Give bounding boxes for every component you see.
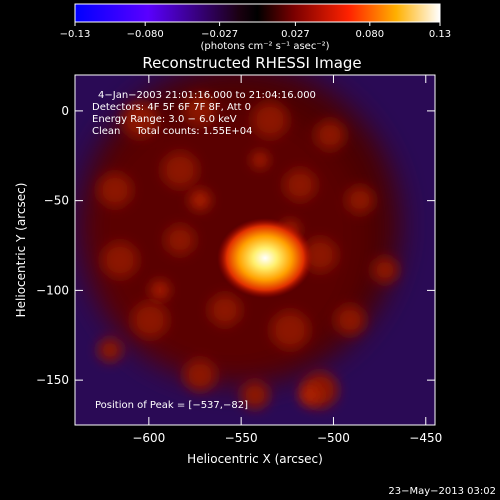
colorbar-ticks: −0.13 −0.080 −0.027 0.027 0.080 0.13	[60, 22, 451, 40]
colorbar-tick-label: −0.027	[201, 29, 238, 40]
x-tick-label: −450	[409, 431, 442, 445]
plot-frame	[74, 74, 436, 426]
annotation-time: 4−Jan−2003 21:01:16.000 to 21:04:16.000	[98, 90, 316, 101]
colorbar-tick-label: 0.080	[355, 29, 384, 40]
x-tick-label: −550	[225, 431, 258, 445]
y-tick-label: −150	[36, 373, 69, 387]
y-axis-ticks: 0 −50 −100 −150	[36, 104, 435, 387]
x-axis-label: Heliocentric X (arcsec)	[187, 452, 323, 466]
y-tick-label: 0	[61, 104, 69, 118]
colorbar-tick-label: −0.13	[60, 29, 91, 40]
colorbar-tick-label: 0.13	[429, 29, 451, 40]
colorbar-unit-label: (photons cm⁻² s⁻¹ asec⁻²)	[200, 41, 329, 52]
annotation-detectors: Detectors: 4F 5F 6F 7F 8F, Att 0	[92, 102, 251, 113]
y-tick-label: −100	[36, 283, 69, 297]
annotation-energy: Energy Range: 3.0 − 6.0 keV	[92, 114, 237, 125]
timestamp: 23−May−2013 03:02	[388, 486, 496, 497]
colorbar-tick-label: 0.027	[281, 29, 310, 40]
y-axis-label: Heliocentric Y (arcsec)	[14, 183, 28, 318]
colorbar-tick-label: −0.080	[127, 29, 164, 40]
heatmap	[75, 75, 435, 425]
y-tick-label: −50	[44, 194, 69, 208]
x-tick-label: −500	[317, 431, 350, 445]
peak-position-label: Position of Peak = [−537,−82]	[95, 400, 248, 411]
x-axis-ticks: −600 −550 −500 −450	[132, 75, 442, 445]
chart-title: Reconstructed RHESSI Image	[142, 54, 361, 72]
colorbar	[74, 3, 441, 23]
peak-source	[217, 218, 314, 299]
x-tick-label: −600	[132, 431, 165, 445]
annotation-counts: Clean Total counts: 1.55E+04	[92, 126, 252, 137]
